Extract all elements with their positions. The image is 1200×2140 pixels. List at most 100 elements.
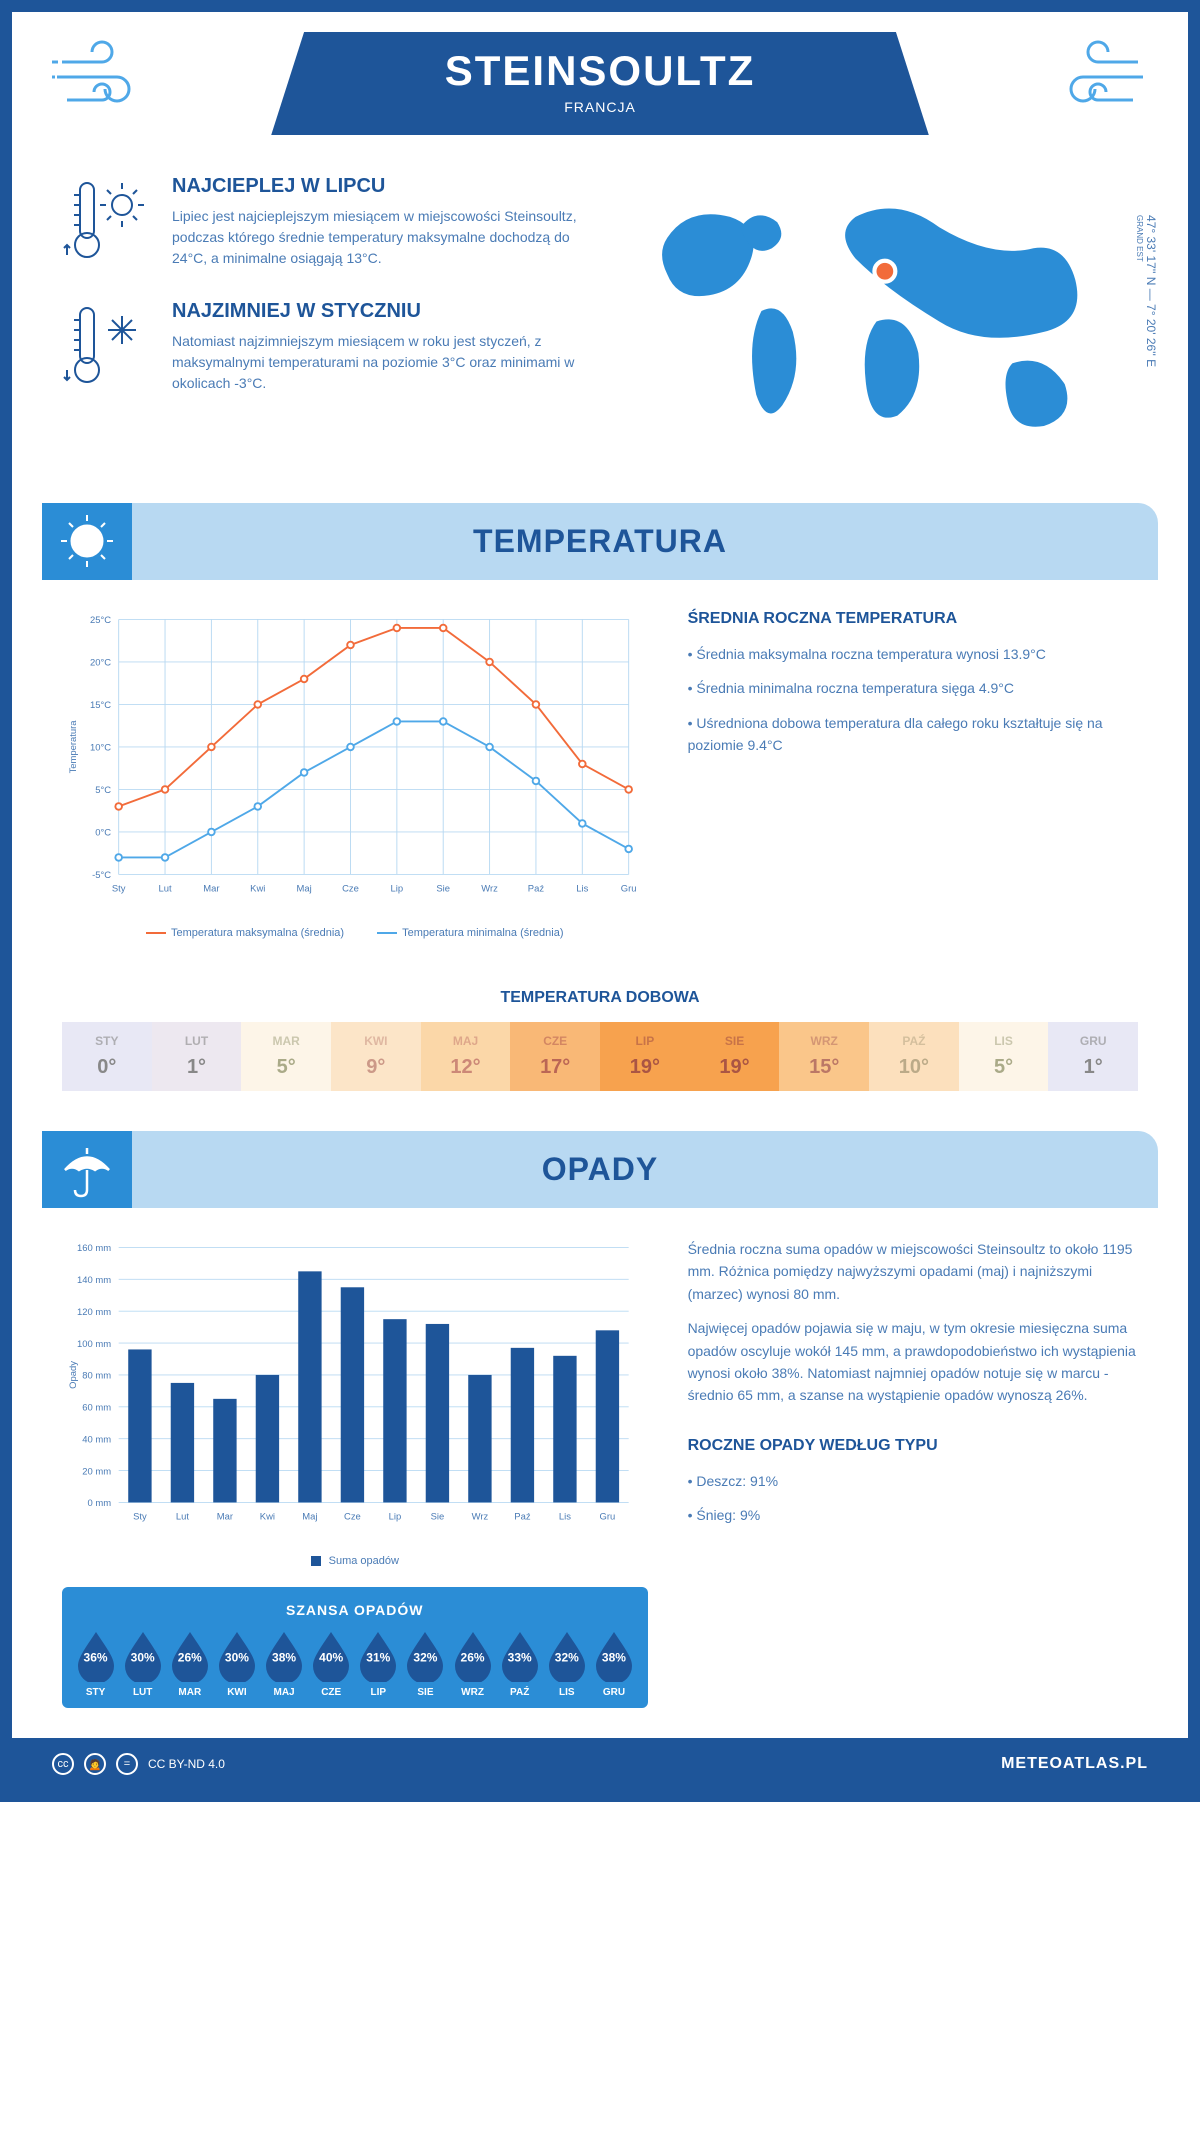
szansa-month: SIE	[403, 1687, 447, 1698]
line-chart-legend: Temperatura maksymalna (średnia) Tempera…	[62, 927, 648, 939]
szansa-month: CZE	[309, 1687, 353, 1698]
world-map-icon	[615, 175, 1138, 473]
svg-text:Cze: Cze	[344, 1512, 361, 1523]
svg-text:Lut: Lut	[176, 1512, 189, 1523]
legend-bar: Suma opadów	[329, 1555, 399, 1567]
coords-text: 47° 33' 17'' N — 7° 20' 26'' E	[1144, 215, 1158, 367]
avg-temp-title: ŚREDNIA ROCZNA TEMPERATURA	[688, 610, 1138, 628]
szansa-month: PAŹ	[498, 1687, 542, 1698]
hot-text: NAJCIEPLEJ W LIPCU Lipiec jest najcieple…	[172, 175, 585, 270]
dobowa-value: 17°	[510, 1056, 600, 1079]
dobowa-value: 1°	[152, 1056, 242, 1079]
map-column: 47° 33' 17'' N — 7° 20' 26'' E GRAND EST	[615, 175, 1138, 473]
svg-text:20 mm: 20 mm	[82, 1466, 111, 1477]
country-name: FRANCJA	[271, 99, 929, 115]
drop-value: 26%	[461, 1651, 485, 1665]
dobowa-cell: LUT 1°	[152, 1022, 242, 1091]
drop-value: 26%	[178, 1651, 202, 1665]
region-text: GRAND EST	[1135, 215, 1144, 367]
svg-text:Mar: Mar	[203, 883, 219, 894]
line-chart-area: -5°C0°C5°C10°C15°C20°C25°CStyLutMarKwiMa…	[62, 610, 648, 939]
dobowa-cell: KWI 9°	[331, 1022, 421, 1091]
temperatura-side-text: ŚREDNIA ROCZNA TEMPERATURA • Średnia mak…	[688, 610, 1138, 939]
drop-icon: 31%	[356, 1630, 400, 1682]
drop-icon: 26%	[168, 1630, 212, 1682]
dobowa-cell: SIE 19°	[690, 1022, 780, 1091]
svg-text:60 mm: 60 mm	[82, 1403, 111, 1414]
szansa-cell: 38% MAJ	[262, 1630, 306, 1698]
cc-icon: cc	[52, 1753, 74, 1775]
dobowa-cell: LIS 5°	[959, 1022, 1049, 1091]
legend-max: Temperatura maksymalna (średnia)	[171, 927, 344, 939]
dobowa-month: LIP	[600, 1034, 690, 1048]
dobowa-month: GRU	[1048, 1034, 1138, 1048]
dobowa-month: WRZ	[779, 1034, 869, 1048]
szansa-month: LIP	[356, 1687, 400, 1698]
drop-value: 38%	[602, 1651, 626, 1665]
dobowa-value: 19°	[600, 1056, 690, 1079]
szansa-title: SZANSA OPADÓW	[72, 1602, 638, 1618]
szansa-cell: 26% MAR	[168, 1630, 212, 1698]
svg-text:Sty: Sty	[112, 883, 126, 894]
svg-text:140 mm: 140 mm	[77, 1275, 111, 1286]
dobowa-month: PAŹ	[869, 1034, 959, 1048]
cold-desc: Natomiast najzimniejszym miesiącem w rok…	[172, 331, 585, 394]
dobowa-cell: STY 0°	[62, 1022, 152, 1091]
svg-text:Lip: Lip	[389, 1512, 402, 1523]
opady-title: OPADY	[42, 1151, 1158, 1188]
szansa-cell: 26% WRZ	[451, 1630, 495, 1698]
szansa-month: LIS	[545, 1687, 589, 1698]
svg-text:Opady: Opady	[68, 1361, 79, 1389]
hot-block: NAJCIEPLEJ W LIPCU Lipiec jest najcieple…	[62, 175, 585, 270]
bar-chart-area: 0 mm20 mm40 mm60 mm80 mm100 mm120 mm140 …	[62, 1238, 648, 1708]
cold-title: NAJZIMNIEJ W STYCZNIU	[172, 300, 585, 323]
drop-icon: 30%	[121, 1630, 165, 1682]
dobowa-cell: WRZ 15°	[779, 1022, 869, 1091]
sun-icon	[42, 503, 132, 580]
temperatura-title: TEMPERATURA	[42, 523, 1158, 560]
svg-text:Wrz: Wrz	[472, 1512, 489, 1523]
svg-text:Lip: Lip	[391, 883, 404, 894]
svg-text:Lis: Lis	[576, 883, 588, 894]
dobowa-value: 10°	[869, 1056, 959, 1079]
dobowa-value: 12°	[421, 1056, 511, 1079]
szansa-month: STY	[74, 1687, 118, 1698]
dobowa-value: 5°	[241, 1056, 331, 1079]
svg-text:Lut: Lut	[158, 883, 171, 894]
szansa-grid: 36% STY 30% LUT 26% MAR 30% KWI	[72, 1630, 638, 1698]
szansa-month: MAJ	[262, 1687, 306, 1698]
dobowa-cell: PAŹ 10°	[869, 1022, 959, 1091]
header: STEINSOULTZ FRANCJA	[12, 12, 1188, 145]
drop-value: 32%	[413, 1651, 437, 1665]
footer-license: cc 🙍 = CC BY-ND 4.0	[52, 1753, 225, 1775]
dobowa-cell: CZE 17°	[510, 1022, 600, 1091]
svg-text:160 mm: 160 mm	[77, 1243, 111, 1254]
szansa-cell: 30% LUT	[121, 1630, 165, 1698]
szansa-cell: 32% SIE	[403, 1630, 447, 1698]
svg-text:40 mm: 40 mm	[82, 1435, 111, 1446]
dobowa-value: 0°	[62, 1056, 152, 1079]
svg-text:Sty: Sty	[133, 1512, 147, 1523]
opady-p1: Średnia roczna suma opadów w miejscowośc…	[688, 1238, 1138, 1305]
drop-value: 30%	[131, 1651, 155, 1665]
drop-icon: 26%	[451, 1630, 495, 1682]
temperature-line-chart: -5°C0°C5°C10°C15°C20°C25°CStyLutMarKwiMa…	[62, 610, 648, 912]
svg-text:Wrz: Wrz	[481, 883, 498, 894]
svg-text:15°C: 15°C	[90, 700, 111, 711]
svg-text:Lis: Lis	[559, 1512, 571, 1523]
opady-side-text: Średnia roczna suma opadów w miejscowośc…	[688, 1238, 1138, 1708]
section-header-temperatura: TEMPERATURA	[42, 503, 1158, 580]
title-banner: STEINSOULTZ FRANCJA	[271, 32, 929, 135]
dobowa-month: STY	[62, 1034, 152, 1048]
hot-desc: Lipiec jest najcieplejszym miesiącem w m…	[172, 206, 585, 269]
dobowa-title: TEMPERATURA DOBOWA	[12, 989, 1188, 1007]
svg-text:5°C: 5°C	[95, 785, 111, 796]
drop-value: 30%	[225, 1651, 249, 1665]
infographic-page: STEINSOULTZ FRANCJA NAJCIEPLEJ W LIPCU L…	[0, 0, 1200, 1802]
dobowa-month: KWI	[331, 1034, 421, 1048]
svg-text:Maj: Maj	[302, 1512, 317, 1523]
wind-icon-left	[52, 37, 172, 122]
typu-title: ROCZNE OPADY WEDŁUG TYPU	[688, 1437, 1138, 1455]
dobowa-value: 15°	[779, 1056, 869, 1079]
svg-text:Kwi: Kwi	[250, 883, 265, 894]
